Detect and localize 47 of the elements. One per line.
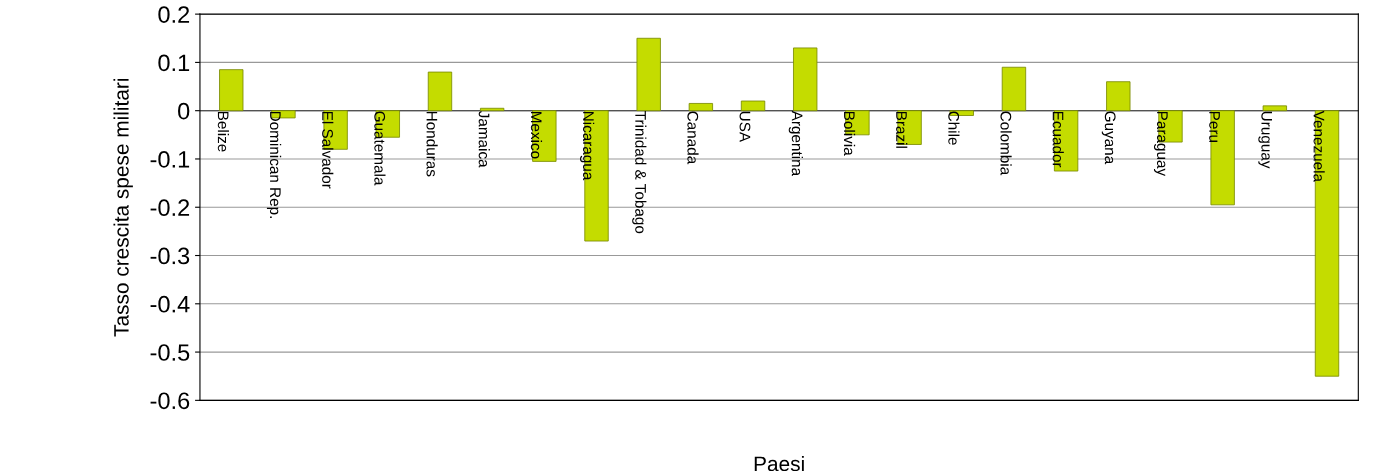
x-tick-label: Colombia [1000, 111, 1012, 176]
bar [479, 107, 505, 112]
bar [688, 103, 714, 112]
x-tick-label: El Salvador [322, 111, 334, 189]
x-tick-label: Chile [948, 111, 960, 145]
x-tick-label: Argentina [788, 110, 803, 177]
y-tick-label: -0.2 [150, 199, 190, 217]
y-tick-label: -0.4 [150, 295, 190, 313]
bar [1053, 110, 1079, 172]
x-tick-label: Jamaica [478, 110, 490, 168]
x-axis-title: Paesi [754, 455, 804, 471]
x-tick-label: Guyana [1101, 111, 1116, 165]
bar [219, 69, 244, 112]
bar [793, 47, 818, 112]
y-tick-label: -0.5 [150, 344, 190, 361]
x-tick-label: Canada [687, 111, 699, 165]
bar [1262, 105, 1287, 112]
bar [532, 110, 557, 162]
x-tick-label: Venezuela [1313, 110, 1325, 183]
x-tick-label: USA [739, 111, 751, 143]
y-tick-label: 0.2 [158, 6, 190, 23]
bar [636, 37, 661, 112]
bar [1106, 81, 1131, 112]
bar [427, 71, 453, 112]
x-tick-label: Brazil [896, 111, 908, 148]
y-axis-title: Tasso crescita spese militari [113, 78, 133, 337]
x-tick-label: Belize [217, 111, 229, 152]
bar [1001, 66, 1027, 112]
x-tick-label: Peru [1209, 111, 1220, 142]
x-tick-label: Guatemala [374, 111, 386, 186]
y-tick-label: -0.6 [150, 392, 190, 410]
x-tick-label: Paraguay [1153, 111, 1168, 177]
x-tick-label: Uruguay [1258, 111, 1272, 169]
x-tick-label: Honduras [426, 111, 438, 177]
bar [740, 100, 766, 112]
x-tick-label: Trinidad & Tobago [632, 111, 647, 234]
x-tick-label: Bolivia [843, 111, 856, 156]
y-tick-label: 0.1 [158, 54, 190, 72]
x-tick-label: Dominican Rep. [266, 111, 282, 218]
x-tick-label: Ecuador [1052, 111, 1064, 168]
y-tick-label: -0.1 [150, 151, 190, 168]
x-tick-label: Nicaragua [580, 111, 595, 181]
x-tick-label: Mexico [530, 111, 543, 159]
y-tick-label: -0.3 [150, 247, 190, 265]
bar [1210, 110, 1235, 206]
y-tick-label: 0 [178, 102, 190, 120]
bar [1314, 110, 1340, 377]
